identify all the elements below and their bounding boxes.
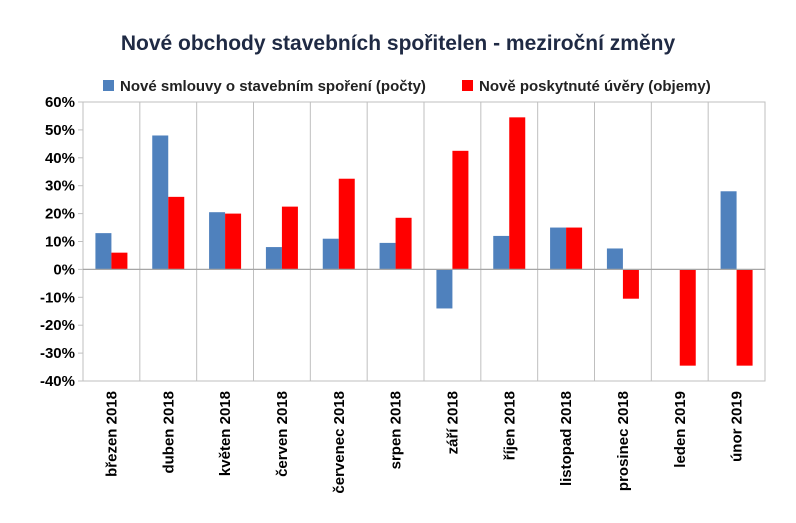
legend-label: Nové smlouvy o stavebním spoření (počty) [120,78,426,95]
bar-smlouvy [379,242,396,270]
bar-uvery [338,178,355,270]
y-tick-label: -20% [40,317,75,334]
x-tick-label: listopad 2018 [558,391,575,486]
x-tick-label: červenec 2018 [331,391,348,494]
x-tick-label: prosinec 2018 [615,391,632,491]
y-tick-label: -10% [40,289,75,306]
bar-uvery [225,213,242,270]
y-tick-label: -30% [40,345,75,362]
x-tick-label: leden 2019 [672,391,689,468]
bar-uvery [622,269,639,299]
plot-area: 60% 50% 40% 30% 20% 10% 0% -10% -20% -30% -40% břez… [40,94,766,494]
bar-uvery [679,269,696,366]
y-tick-label: 20% [45,206,75,223]
bar-uvery [111,252,128,270]
y-tick-label: 60% [45,94,75,111]
y-tick-label: 10% [45,234,75,251]
x-tick-label: červen 2018 [274,391,291,477]
bar-smlouvy [265,247,282,270]
bar-smlouvy [606,248,623,270]
bar-smlouvy [152,135,169,270]
x-tick-label: únor 2019 [729,391,746,462]
legend-label: Nově poskytnuté úvěry (objemy) [479,78,711,95]
bar-uvery [736,269,753,366]
bar-smlouvy [322,238,339,270]
x-tick-label: září 2018 [444,391,461,454]
bar-smlouvy [720,191,737,270]
y-tick-label: 40% [45,150,75,167]
x-tick-label: srpen 2018 [388,391,405,469]
bar-uvery [452,150,469,270]
bar-uvery [566,227,583,270]
legend: Nové smlouvy o stavebním spoření (počty)… [103,78,711,95]
bar-uvery [509,117,526,270]
legend-swatch [462,80,473,91]
bar-uvery [168,196,185,270]
bar-smlouvy [209,212,226,270]
bar-smlouvy [95,233,112,270]
y-tick-label: 0% [53,261,75,278]
bar-smlouvy [550,227,567,270]
bar-uvery [281,206,298,270]
x-tick-label: duben 2018 [160,391,177,474]
legend-swatch [103,80,114,91]
x-tick-label: říjen 2018 [501,391,518,460]
x-tick-label: březen 2018 [103,391,120,477]
y-tick-label: 50% [45,122,75,139]
x-tick-label: květen 2018 [217,391,234,476]
bar-uvery [395,217,412,270]
y-tick-label: -40% [40,373,75,390]
y-tick-label: 30% [45,178,75,195]
chart-title: Nové obchody stavebních spořitelen - mez… [121,32,676,55]
bar-smlouvy [436,269,453,309]
bar-smlouvy [493,235,510,270]
